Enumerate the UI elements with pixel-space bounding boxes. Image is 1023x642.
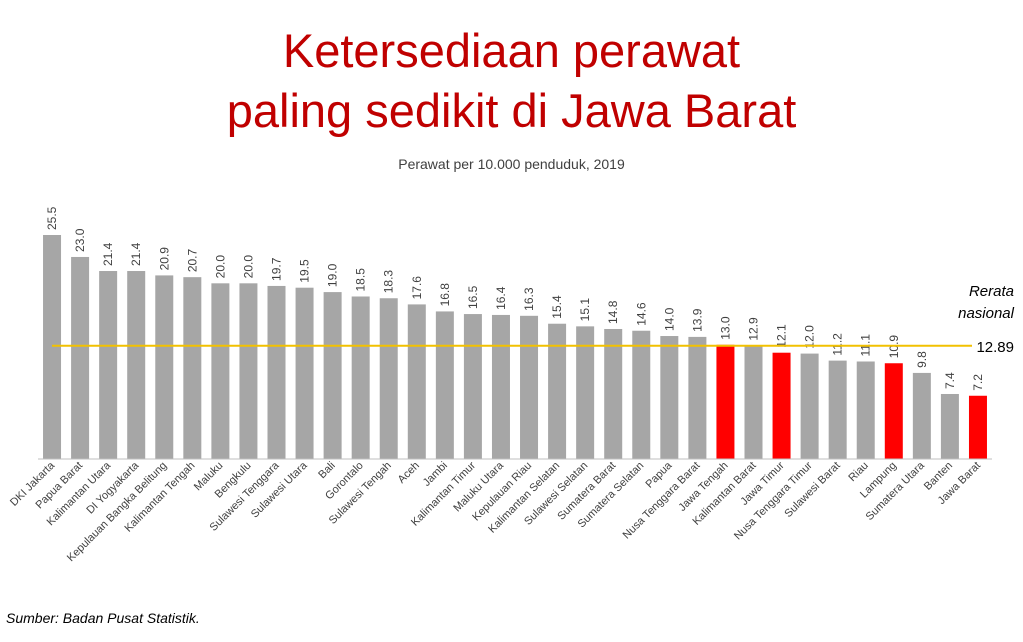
bar xyxy=(99,271,118,459)
bars-layer xyxy=(43,235,987,459)
bar xyxy=(183,277,202,459)
bar xyxy=(884,363,903,459)
data-label: 18.3 xyxy=(382,270,396,294)
bar xyxy=(351,296,370,459)
bar xyxy=(604,328,623,459)
bar xyxy=(744,345,763,459)
bar xyxy=(940,393,959,459)
data-label: 21.4 xyxy=(101,242,115,266)
category-label: Bali xyxy=(316,460,337,481)
data-label: 9.8 xyxy=(915,351,929,368)
data-label: 16.5 xyxy=(466,285,480,309)
bar xyxy=(772,352,791,459)
value-labels-layer: 25.5 23.0 21.4 21.4 20.9 20.7 20.0 20.0 19.7 19.5… xyxy=(45,206,985,390)
data-label: 18.5 xyxy=(354,268,368,292)
data-label: 12.1 xyxy=(775,324,789,348)
data-label: 13.0 xyxy=(718,316,732,340)
data-label: 14.8 xyxy=(606,300,620,324)
bar xyxy=(912,372,931,459)
data-label: 17.6 xyxy=(410,276,424,300)
category-label: Riau xyxy=(846,460,870,484)
bar xyxy=(716,344,735,459)
chart-title-line1: Ketersediaan perawat xyxy=(282,24,741,77)
bar xyxy=(323,292,342,459)
bar xyxy=(576,326,595,459)
bar xyxy=(267,285,286,459)
bar xyxy=(155,275,174,459)
data-label: 16.4 xyxy=(494,286,508,310)
data-label: 25.5 xyxy=(45,206,59,230)
data-label: 15.1 xyxy=(578,298,592,322)
data-label: 15.4 xyxy=(550,295,564,319)
bar xyxy=(491,314,510,459)
bar xyxy=(239,283,258,459)
bar xyxy=(211,283,230,459)
chart-subtitle: Perawat per 10.000 penduduk, 2019 xyxy=(398,156,625,172)
bar xyxy=(800,353,819,459)
reference-label-line1: Rerata xyxy=(969,283,1014,300)
data-label: 20.0 xyxy=(213,255,227,279)
data-label: 7.2 xyxy=(971,374,985,391)
data-label: 13.9 xyxy=(690,308,704,332)
bar xyxy=(660,336,679,459)
data-label: 12.9 xyxy=(747,317,761,341)
data-label: 14.6 xyxy=(634,302,648,326)
data-label: 23.0 xyxy=(73,228,87,252)
bar xyxy=(520,315,539,459)
bar xyxy=(463,314,482,459)
data-label: 19.0 xyxy=(326,263,340,287)
bar xyxy=(379,298,398,459)
bar xyxy=(688,336,707,459)
reference-value-label: 12.89 xyxy=(976,339,1014,356)
bar xyxy=(435,311,454,459)
data-label: 16.3 xyxy=(522,287,536,311)
data-label: 20.0 xyxy=(241,255,255,279)
data-label: 11.2 xyxy=(831,333,845,356)
data-label: 19.5 xyxy=(298,259,312,283)
chart-title-line2: paling sedikit di Jawa Barat xyxy=(226,84,797,137)
bar xyxy=(968,395,987,459)
bar xyxy=(632,330,651,459)
bar xyxy=(71,256,90,459)
category-label: Aceh xyxy=(396,460,422,486)
reference-label-line2: nasional xyxy=(958,305,1015,322)
source-note: Sumber: Badan Pusat Statistik. xyxy=(6,610,200,626)
data-label: 20.7 xyxy=(185,248,199,272)
bar xyxy=(295,287,314,459)
data-label: 16.8 xyxy=(438,283,452,307)
data-label: 19.7 xyxy=(270,257,284,281)
data-label: 12.0 xyxy=(803,325,817,349)
bar xyxy=(548,323,567,459)
bar xyxy=(43,235,62,459)
data-label: 7.4 xyxy=(943,372,957,389)
bar xyxy=(856,361,875,459)
bar xyxy=(828,360,847,459)
bar xyxy=(407,304,426,459)
bar xyxy=(127,271,146,459)
data-label: 21.4 xyxy=(129,242,143,266)
data-label: 14.0 xyxy=(662,307,676,331)
data-label: 20.9 xyxy=(157,247,171,271)
